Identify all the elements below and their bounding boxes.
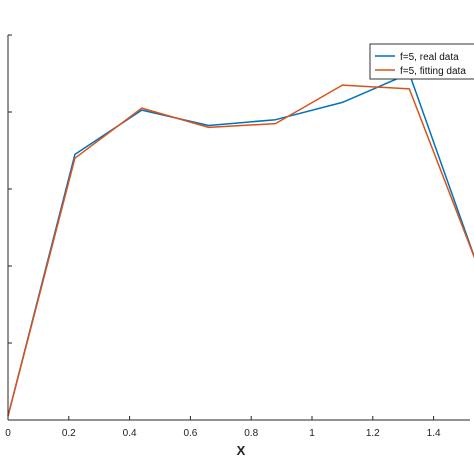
x-axis-label: X [237, 443, 246, 458]
x-tick-label: 1 [309, 428, 315, 439]
series-line-1 [7, 84, 474, 417]
x-tick-label: 0 [5, 428, 11, 439]
x-tick-label: 0.6 [183, 428, 197, 439]
legend-label-fitting-data: f=5, fitting data [400, 66, 466, 77]
x-tick-label: 1.4 [427, 428, 441, 439]
legend: f=5, real data f=5, fitting data [369, 43, 474, 80]
legend-label-real-data: f=5, real data [400, 52, 459, 63]
x-tick-label: 1.2 [366, 428, 380, 439]
x-tick-label: 0.2 [62, 428, 76, 439]
x-tick-label: 0.8 [244, 428, 258, 439]
x-tick-label: 0.4 [123, 428, 137, 439]
axes-layer [7, 35, 470, 421]
legend-box [369, 43, 474, 80]
ticks-layer: 0 0.2 0.4 0.6 0.8 1 1.2 1.4 [5, 34, 441, 439]
